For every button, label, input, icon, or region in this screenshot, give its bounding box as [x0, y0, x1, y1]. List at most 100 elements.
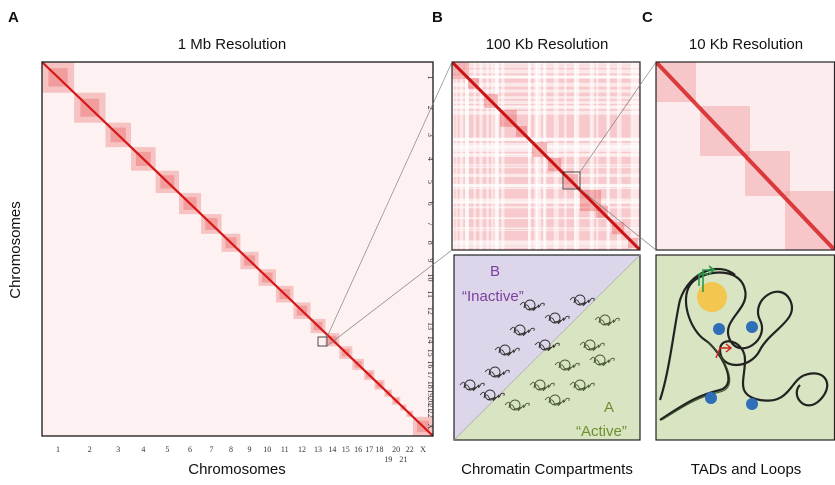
- x-tick-label: 9: [247, 445, 251, 454]
- chromatin: [534, 341, 560, 352]
- panel-letter: A: [8, 9, 19, 26]
- chromatin: [539, 339, 551, 351]
- y-tick-label: 7: [426, 222, 435, 226]
- chromatin: [509, 399, 521, 411]
- zoom-line: [326, 61, 453, 338]
- chromatin: [479, 391, 505, 402]
- compartment-state: “Active”: [576, 423, 627, 440]
- y-tick-label: 16: [426, 360, 435, 368]
- chromatin: [464, 379, 476, 391]
- y-tick-label: 22: [426, 410, 435, 418]
- chromatin: [544, 314, 570, 325]
- chromatin: [529, 381, 555, 392]
- y-tick-label: 4: [426, 157, 435, 161]
- y-tick-label: 11: [426, 290, 435, 298]
- y-tick-label: 14: [426, 336, 435, 344]
- chromatin: [514, 324, 526, 336]
- x-tick-label: 5: [165, 445, 169, 454]
- x-tick-label: 11: [281, 445, 289, 454]
- chromatin: [599, 314, 611, 326]
- chromatin: [574, 379, 586, 391]
- y-tick-label: X: [426, 424, 435, 430]
- chromatin: [569, 296, 595, 307]
- x-tick-label: 3: [116, 445, 120, 454]
- y-tick-label: 1: [426, 75, 435, 79]
- y-tick-label: 8: [426, 241, 435, 245]
- chromatin: [549, 312, 561, 324]
- x-tick-label: 10: [263, 445, 271, 454]
- x-axis-label: Chromosomes: [188, 461, 286, 478]
- zoom-line: [579, 61, 657, 173]
- x-tick-label: 8: [229, 445, 233, 454]
- y-tick-label: 10: [426, 274, 435, 282]
- panel-letter: C: [642, 9, 653, 26]
- chromatin: [569, 381, 595, 392]
- y-tick-label: 12: [426, 307, 435, 315]
- x-tick-label: 21: [399, 455, 407, 464]
- chromatin: [584, 339, 596, 351]
- tad-diagram: [656, 255, 835, 440]
- y-tick-label: 13: [426, 322, 435, 330]
- chromatin: [589, 356, 615, 367]
- diagonal: [656, 62, 835, 250]
- chromatin: [559, 359, 571, 371]
- chromatin: [574, 294, 586, 306]
- x-tick-label: 1: [56, 445, 60, 454]
- chromatin: [509, 326, 535, 337]
- x-tick-label: 22: [406, 445, 414, 454]
- y-tick-label: 5: [426, 180, 435, 184]
- x-tick-label: 16: [354, 445, 362, 454]
- chromatin: [519, 301, 545, 312]
- y-tick-label: 3: [426, 133, 435, 137]
- x-tick-label: 15: [342, 445, 350, 454]
- compartment-state: “Inactive”: [462, 288, 524, 305]
- caption: Chromatin Compartments: [461, 461, 633, 478]
- chromatin: [594, 354, 606, 366]
- y-tick-label: 9: [426, 258, 435, 262]
- y-tick-label: 21: [426, 404, 435, 412]
- caption: TADs and Loops: [691, 461, 802, 478]
- y-tick-label: 15: [426, 349, 435, 357]
- y-tick-label: 18: [426, 381, 435, 389]
- chromatin: [489, 366, 501, 378]
- y-tick-label: 17: [426, 371, 435, 379]
- panel-title: 10 Kb Resolution: [689, 36, 803, 53]
- chromatin: [524, 299, 536, 311]
- chromatin: [494, 346, 520, 357]
- x-tick-label: 20: [392, 445, 400, 454]
- x-tick-label: 13: [314, 445, 322, 454]
- frame: [41, 61, 434, 437]
- x-tick-label: 2: [88, 445, 92, 454]
- chromatin: [579, 341, 605, 352]
- chromatin: [499, 344, 511, 356]
- chromatin: [594, 316, 620, 327]
- compartment-diagram: [453, 254, 641, 441]
- x-tick-label: 19: [384, 455, 392, 464]
- x-tick-label: 17: [365, 445, 373, 454]
- chromatin: [549, 394, 561, 406]
- diagonal: [41, 61, 434, 437]
- chromatin: [459, 381, 485, 392]
- y-tick-label: 19: [426, 389, 435, 397]
- x-tick-label: X: [420, 445, 426, 454]
- x-tick-label: 14: [328, 445, 336, 454]
- zoom-box: [562, 171, 581, 190]
- compartment-letter: A: [604, 399, 614, 416]
- tad: [745, 151, 790, 196]
- heatmap-a: [41, 61, 434, 437]
- zoom-line: [326, 249, 453, 347]
- y-axis-label: Chromosomes: [7, 201, 24, 299]
- panel-title: 1 Mb Resolution: [178, 36, 286, 53]
- y-tick-label: 20: [426, 397, 435, 405]
- x-tick-label: 12: [298, 445, 306, 454]
- chromatin: [534, 379, 546, 391]
- zoom-box: [317, 336, 328, 347]
- panel-title: 100 Kb Resolution: [486, 36, 609, 53]
- y-tick-label: 2: [426, 106, 435, 110]
- x-tick-label: 6: [188, 445, 192, 454]
- diagonal: [452, 62, 640, 250]
- x-tick-label: 7: [209, 445, 213, 454]
- heatmap-b: [452, 62, 640, 250]
- heatmap-c: [656, 62, 835, 250]
